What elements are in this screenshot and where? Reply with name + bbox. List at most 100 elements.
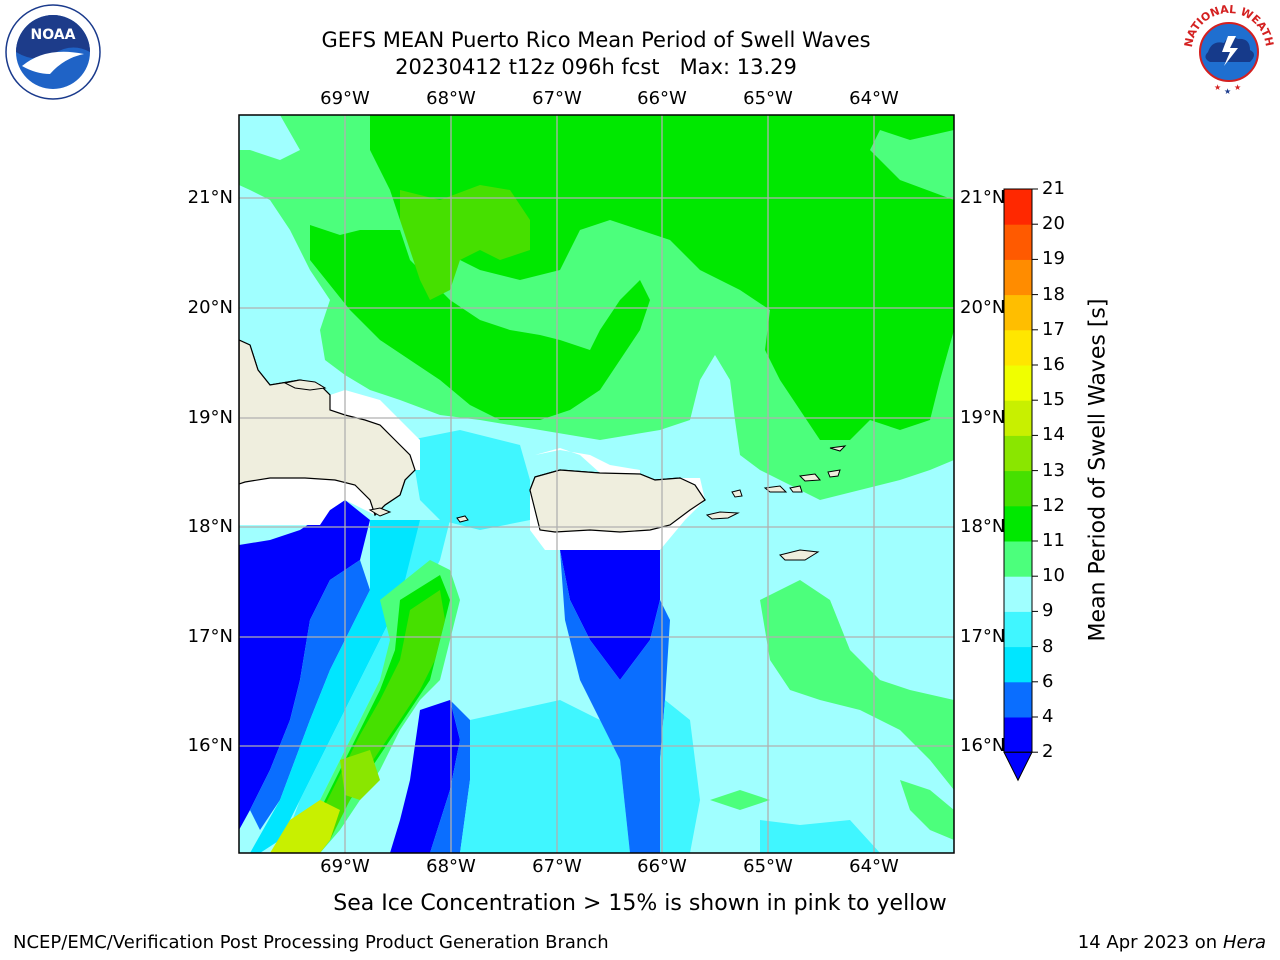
map-frame: [238, 114, 955, 854]
contour-2-4-central: [390, 700, 460, 853]
colorbar-title: Mean Period of Swell Waves [s]: [1085, 298, 1111, 642]
colorbar-tick-label: 14: [1042, 424, 1065, 446]
map-title: GEFS MEAN Puerto Rico Mean Period of Swe…: [321, 28, 871, 52]
contour-4-6-central: [430, 700, 470, 853]
lat-label-left-19: 19°N: [187, 407, 233, 428]
contour-2-4-sw: [239, 500, 370, 830]
svg-text:★: ★: [1214, 83, 1221, 92]
colorbar-tick-label: 8: [1042, 635, 1054, 657]
colorbar-segment: [1004, 259, 1032, 296]
lon-label-bottom-68: 68°W: [426, 856, 476, 877]
colorbar-tick-label: 21: [1042, 178, 1065, 199]
lon-label-bottom-64: 64°W: [849, 856, 899, 877]
lon-label-top-67: 67°W: [532, 88, 582, 109]
contour-12-13-south: [270, 800, 340, 853]
contour-9-10-se2: [900, 780, 954, 840]
contour-6-8-prsouth: [660, 700, 700, 853]
lon-label-top-69: 69°W: [320, 88, 370, 109]
contour-6-8-se: [760, 820, 880, 853]
sea-ice-note: Sea Ice Concentration > 15% is shown in …: [333, 891, 947, 916]
culebra-island: [731, 489, 743, 498]
contour-6-8-sw: [250, 520, 420, 853]
colorbar-segment: [1004, 329, 1032, 366]
colorbar-tick-label: 13: [1042, 459, 1065, 481]
colorbar-tick-label: 17: [1042, 318, 1065, 340]
lon-label-bottom-65: 65°W: [743, 856, 793, 877]
colorbar-segment: [1004, 224, 1032, 260]
lon-label-top-64: 64°W: [849, 88, 899, 109]
lat-label-right-20: 20°N: [960, 297, 1006, 318]
lat-label-left-16: 16°N: [187, 735, 233, 756]
st-croix-island: [779, 549, 820, 561]
contour-12-13-patch: [340, 750, 380, 800]
colorbar-tick-label: 11: [1042, 530, 1065, 551]
colorbar-segment: [1004, 611, 1032, 648]
colorbar: [1003, 188, 1038, 782]
lat-label-left-21: 21°N: [187, 187, 233, 208]
lat-label-right-17: 17°N: [960, 626, 1006, 647]
anegada-island: [829, 445, 847, 452]
colorbar-tick-label: 18: [1042, 283, 1065, 305]
colorbar-segment: [1004, 189, 1032, 225]
lon-label-bottom-67: 67°W: [532, 856, 582, 877]
lat-label-left-20: 20°N: [187, 297, 233, 318]
contour-2-4-prsouth: [560, 550, 660, 680]
contour-8-9-mona: [410, 430, 530, 530]
contour-10-11-north: [370, 115, 954, 440]
colorbar-tick-label: 9: [1042, 600, 1054, 622]
lat-label-right-18: 18°N: [960, 516, 1006, 537]
contour-4-6-prsouth: [560, 550, 670, 853]
colorbar-tick-label: 10: [1042, 565, 1065, 587]
footer-date: 14 Apr 2023 on Hera: [1077, 932, 1266, 953]
virgin-gorda-island: [827, 469, 841, 478]
contour-9-10-se3: [710, 790, 770, 810]
colorbar-segment: [1004, 505, 1032, 542]
graticule: [239, 115, 954, 853]
white-mask-hispaniola: [239, 478, 375, 525]
colorbar-tick-label: 19: [1042, 248, 1065, 270]
contour-6-8-central: [460, 700, 630, 853]
lon-label-top-68: 68°W: [426, 88, 476, 109]
coastlines: [239, 339, 847, 561]
contour-9-10-nw: [239, 115, 300, 160]
noaa-logo-icon: NOAA: [5, 4, 101, 100]
colorbar-segment: [1004, 470, 1032, 507]
colorbar-tick-label: 12: [1042, 494, 1065, 516]
contour-11-12-band: [305, 590, 445, 853]
map-subtitle: 20230412 t12z 096h fcst Max: 13.29: [395, 55, 797, 79]
tortuga-island: [283, 379, 327, 391]
footer-branch: NCEP/EMC/Verification Post Processing Pr…: [13, 932, 609, 953]
lat-label-left-18: 18°N: [187, 516, 233, 537]
colorbar-tick-label: 15: [1042, 389, 1065, 411]
lat-label-right-16: 16°N: [960, 735, 1006, 756]
colorbar-segment: [1004, 646, 1032, 683]
contour-field: [239, 115, 954, 853]
colorbar-segment: [1004, 576, 1032, 612]
contour-11-12-north: [400, 185, 530, 300]
colorbar-under-triangle: [1003, 751, 1033, 782]
lat-label-right-21: 21°N: [960, 187, 1006, 208]
svg-text:★: ★: [1224, 87, 1231, 96]
colorbar-segment: [1004, 681, 1032, 718]
white-mask-hisp-east: [330, 390, 420, 470]
colorbar-segment: [1004, 435, 1032, 472]
colorbar-tick-label: 20: [1042, 213, 1065, 235]
lon-label-bottom-66: 66°W: [637, 856, 687, 877]
lon-label-top-66: 66°W: [637, 88, 687, 109]
colorbar-segment: [1004, 294, 1032, 331]
svg-text:★: ★: [1234, 83, 1241, 92]
noaa-logo-text: NOAA: [31, 27, 76, 43]
colorbar-tick-label: 2: [1042, 741, 1054, 763]
saona-island: [368, 507, 392, 517]
lon-label-top-65: 65°W: [743, 88, 793, 109]
footer-machine: Hera: [1222, 932, 1266, 953]
colorbar-tick-label: 4: [1042, 706, 1054, 727]
colorbar-tick-label: 6: [1042, 670, 1054, 692]
contour-10-11-central: [310, 225, 650, 420]
colorbar-segment: [1004, 365, 1032, 401]
st-john-island: [789, 485, 803, 493]
tortola-island: [798, 473, 822, 482]
lon-label-bottom-69: 69°W: [320, 856, 370, 877]
contour-4-6-sw: [250, 560, 370, 830]
